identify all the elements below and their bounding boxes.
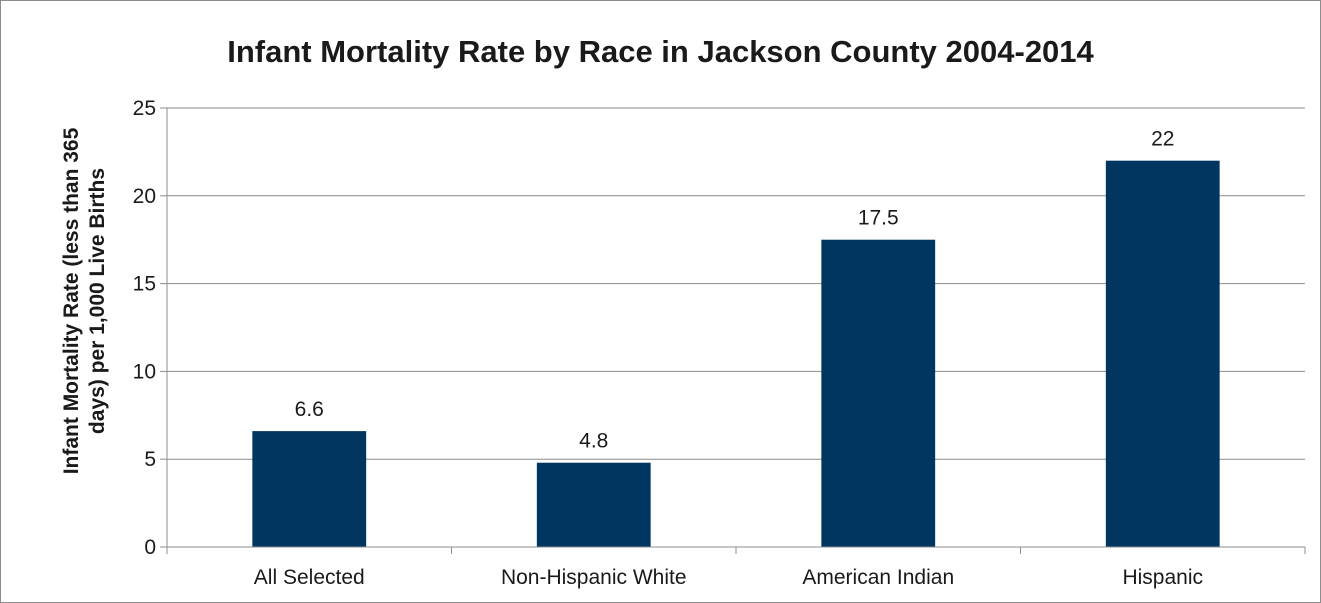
y-axis-title: Infant Mortality Rate (less than 365 day… [60,127,109,474]
y-tick-label: 5 [144,448,156,471]
bar-all-selected [252,431,367,547]
x-tick-label: American Indian [802,566,954,589]
bars: 6.6 4.8 17.5 22 [252,128,1220,547]
data-label: 22 [1151,128,1174,151]
x-tick-label: All Selected [254,566,365,589]
y-tick-label: 20 [133,185,156,208]
x-tick-label: Hispanic [1122,566,1203,589]
y-tick-label: 10 [133,360,156,383]
axes: 0 5 10 15 20 25 All Selected Non-Hispanic White… [133,97,1306,589]
y-axis-title-line-2: days) per 1,000 Live Births [86,168,109,434]
bar-hispanic [1105,160,1220,547]
data-label: 6.6 [295,398,324,421]
data-label: 4.8 [579,430,608,453]
x-tick-label: Non-Hispanic White [501,566,687,589]
y-axis-title-line-1: Infant Mortality Rate (less than 365 [60,127,83,474]
data-label: 17.5 [858,207,899,230]
y-tick-label: 0 [144,536,156,559]
y-tick-label: 15 [133,273,156,296]
chart-title: Infant Mortality Rate by Race in Jackson… [227,34,1094,69]
y-tick-label: 25 [133,97,156,120]
bar-american-indian [821,239,936,547]
bar-non-hispanic-white [536,462,651,547]
